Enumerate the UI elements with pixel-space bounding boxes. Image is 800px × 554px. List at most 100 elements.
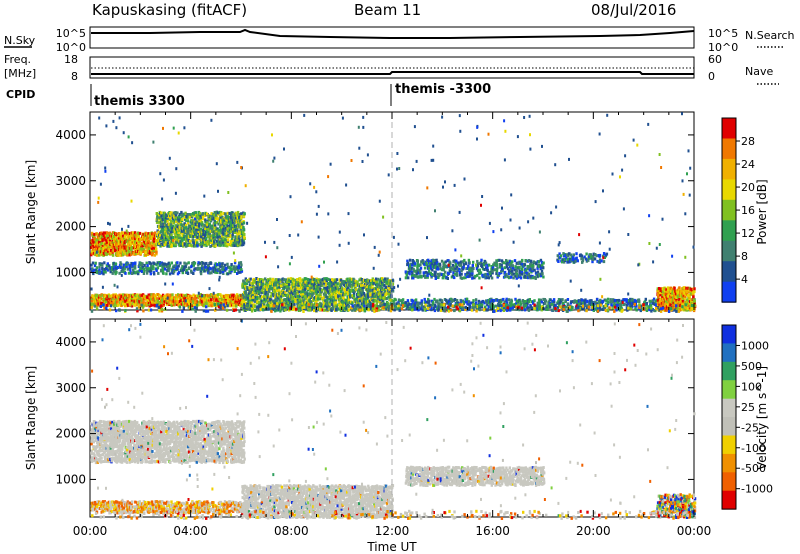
echo-cell xyxy=(566,302,569,306)
echo-cell xyxy=(172,270,176,274)
echo-cell xyxy=(199,214,202,218)
echo-cell xyxy=(416,259,419,263)
echo-cell xyxy=(257,280,260,284)
echo-cell xyxy=(217,243,220,247)
echo-cell xyxy=(149,269,153,273)
echo-cell xyxy=(242,297,246,301)
echo-cell xyxy=(373,293,376,297)
echo-cell xyxy=(199,219,202,223)
echo-cell xyxy=(336,307,339,311)
echo-cell xyxy=(379,279,382,283)
echo-cell xyxy=(615,308,618,312)
echo-cell xyxy=(278,285,281,289)
echo-cell xyxy=(173,296,176,300)
echo-cell xyxy=(190,269,193,273)
echo-cell xyxy=(652,302,655,305)
echo-cell xyxy=(242,230,245,234)
echo-cell xyxy=(183,304,186,308)
echo-cell xyxy=(155,250,158,254)
echo-cell xyxy=(325,286,328,290)
echo-cell xyxy=(248,283,252,287)
echo-cell xyxy=(331,289,334,293)
echo-cell xyxy=(222,265,225,269)
echo-cell xyxy=(238,235,241,239)
echo-cell xyxy=(181,301,185,305)
echo-cell xyxy=(513,305,516,309)
echo-cell xyxy=(519,304,522,308)
echo-cell xyxy=(226,229,230,233)
echo-cell xyxy=(276,304,279,308)
echo-cell xyxy=(251,295,255,299)
echo-cell xyxy=(578,300,581,304)
echo-cell xyxy=(640,304,643,308)
echo-cell xyxy=(389,298,392,302)
echo-cell xyxy=(199,227,203,231)
echo-cell xyxy=(630,299,633,303)
echo-cell xyxy=(383,283,386,287)
echo-cell xyxy=(147,293,150,297)
echo-cell xyxy=(161,293,165,297)
echo-cell xyxy=(211,215,214,219)
echo-cell xyxy=(200,264,204,268)
echo-cell xyxy=(276,289,279,292)
echo-cell xyxy=(122,299,125,303)
echo-cell xyxy=(230,217,233,221)
echo-cell xyxy=(232,230,235,234)
echo-cell xyxy=(155,252,158,256)
echo-cell xyxy=(233,224,237,228)
echo-cell xyxy=(342,291,345,295)
echo-cell xyxy=(240,302,243,306)
echo-cell xyxy=(317,290,320,293)
echo-cell xyxy=(327,295,330,299)
echo-cell xyxy=(105,264,109,268)
echo-cell xyxy=(361,283,364,287)
echo-cell xyxy=(478,308,481,312)
echo-cell xyxy=(128,239,131,243)
echo-cell xyxy=(449,303,452,307)
echo-cell xyxy=(319,295,322,299)
echo-cell xyxy=(254,309,257,312)
echo-cell xyxy=(385,285,388,289)
echo-cell xyxy=(155,239,158,242)
echo-cell xyxy=(261,291,264,295)
echo-cell xyxy=(357,290,361,294)
echo-cell xyxy=(631,297,634,301)
echo-cell xyxy=(417,268,420,272)
echo-cell xyxy=(571,306,574,309)
echo-cell xyxy=(381,283,385,287)
echo-cell xyxy=(214,294,218,298)
echo-cell xyxy=(440,299,444,303)
echo-cell xyxy=(317,278,321,282)
echo-cell xyxy=(224,238,227,242)
echo-cell xyxy=(158,296,161,300)
echo-cell xyxy=(199,296,202,300)
echo-cell xyxy=(322,292,326,296)
echo-cell xyxy=(316,307,320,311)
echo-cell xyxy=(208,214,212,218)
echo-cell xyxy=(222,297,225,301)
echo-cell xyxy=(355,288,358,292)
echo-cell xyxy=(195,221,198,225)
echo-cell xyxy=(130,248,133,251)
echo-cell xyxy=(247,304,251,308)
echo-cell xyxy=(412,267,415,271)
echo-cell xyxy=(139,241,142,245)
echo-cell xyxy=(179,261,182,265)
echo-cell xyxy=(225,232,228,235)
echo-cell xyxy=(106,262,109,266)
echo-cell xyxy=(187,261,190,265)
echo-cell xyxy=(244,291,247,294)
echo-cell xyxy=(317,294,320,298)
echo-cell xyxy=(487,299,490,302)
echo-cell xyxy=(411,272,414,275)
echo-cell xyxy=(228,266,232,270)
echo-cell xyxy=(171,216,175,220)
echo-cell xyxy=(191,261,194,265)
echo-cell xyxy=(170,244,173,248)
echo-cell xyxy=(156,297,159,301)
echo-cell xyxy=(222,243,225,247)
echo-cell xyxy=(330,302,334,306)
echo-cell xyxy=(108,264,111,268)
echo-cell xyxy=(315,279,319,283)
echo-cell xyxy=(380,280,384,284)
